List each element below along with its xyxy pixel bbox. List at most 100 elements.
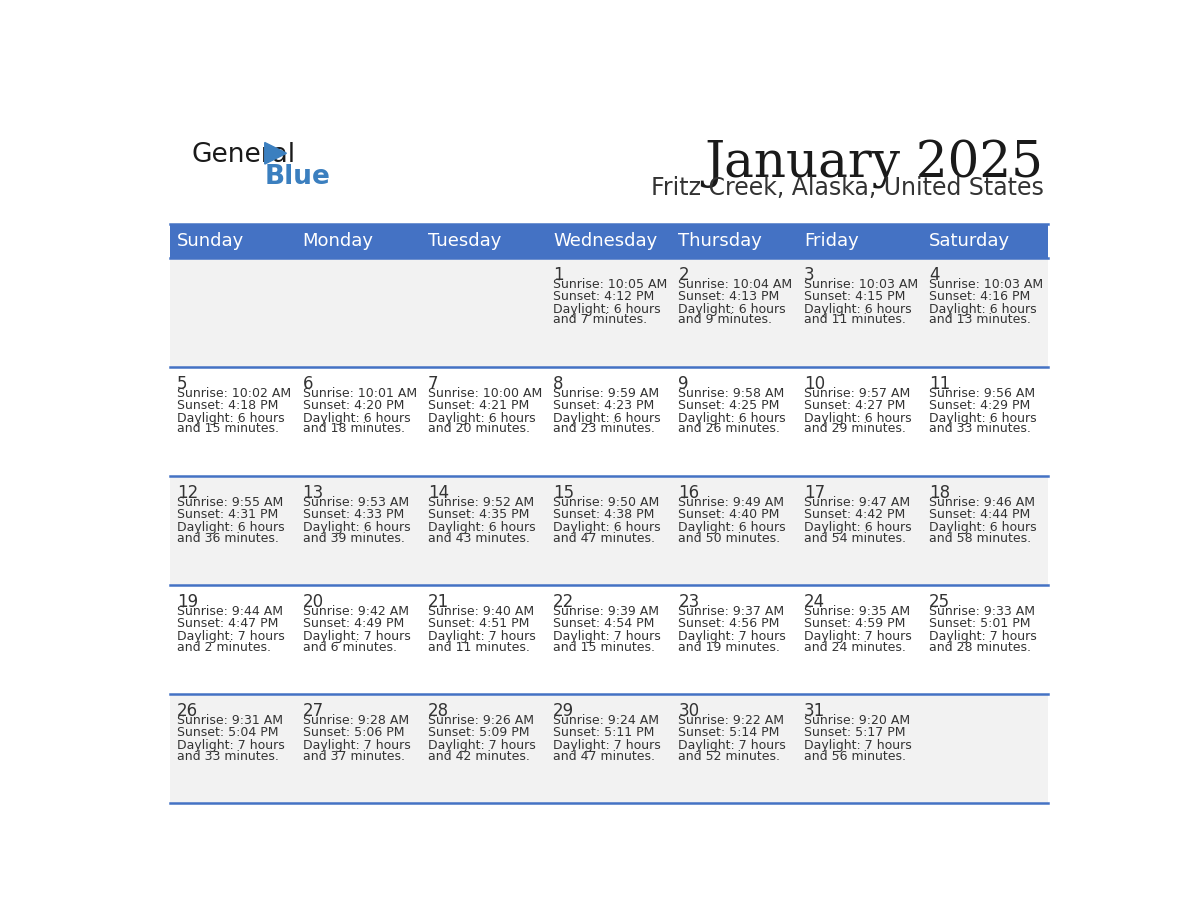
Bar [170,694,1048,803]
Text: and 24 minutes.: and 24 minutes. [804,641,905,654]
Text: Daylight: 6 hours: Daylight: 6 hours [678,521,786,533]
Text: Sunset: 5:09 PM: Sunset: 5:09 PM [428,726,530,740]
Text: 2: 2 [678,265,689,284]
Bar [170,367,1048,476]
Text: General: General [191,142,296,169]
Text: Sunday: Sunday [177,232,245,250]
Text: Daylight: 6 hours: Daylight: 6 hours [303,521,410,533]
Text: Sunset: 5:11 PM: Sunset: 5:11 PM [554,726,655,740]
Text: Daylight: 6 hours: Daylight: 6 hours [554,411,661,425]
Text: Sunrise: 9:33 AM: Sunrise: 9:33 AM [929,605,1035,618]
Text: 19: 19 [177,593,198,610]
Text: Sunset: 4:12 PM: Sunset: 4:12 PM [554,290,655,303]
Text: Sunrise: 9:59 AM: Sunrise: 9:59 AM [554,387,659,400]
Text: Sunset: 4:42 PM: Sunset: 4:42 PM [804,509,905,521]
Text: Daylight: 7 hours: Daylight: 7 hours [554,739,661,752]
Text: Sunset: 5:17 PM: Sunset: 5:17 PM [804,726,905,740]
Text: Daylight: 6 hours: Daylight: 6 hours [678,411,786,425]
Text: 25: 25 [929,593,950,610]
Text: Tuesday: Tuesday [428,232,501,250]
Text: Daylight: 7 hours: Daylight: 7 hours [428,630,536,643]
Text: 17: 17 [804,484,824,502]
Text: Sunrise: 9:37 AM: Sunrise: 9:37 AM [678,605,784,618]
Text: Sunset: 5:06 PM: Sunset: 5:06 PM [303,726,404,740]
Text: Fritz Creek, Alaska, United States: Fritz Creek, Alaska, United States [651,175,1043,199]
Text: Wednesday: Wednesday [554,232,657,250]
Text: Sunset: 4:18 PM: Sunset: 4:18 PM [177,399,278,412]
Text: and 58 minutes.: and 58 minutes. [929,532,1031,544]
Text: Sunrise: 9:44 AM: Sunrise: 9:44 AM [177,605,283,618]
Text: 8: 8 [554,375,563,393]
Text: and 52 minutes.: and 52 minutes. [678,750,781,763]
Text: 20: 20 [303,593,323,610]
Text: and 9 minutes.: and 9 minutes. [678,313,772,327]
Text: Sunrise: 9:53 AM: Sunrise: 9:53 AM [303,496,409,509]
Text: Daylight: 6 hours: Daylight: 6 hours [428,411,536,425]
Text: 18: 18 [929,484,950,502]
Text: and 33 minutes.: and 33 minutes. [177,750,279,763]
Text: Sunrise: 9:26 AM: Sunrise: 9:26 AM [428,714,533,727]
Text: Monday: Monday [303,232,373,250]
Text: and 47 minutes.: and 47 minutes. [554,750,655,763]
Text: Sunrise: 10:00 AM: Sunrise: 10:00 AM [428,387,542,400]
Text: Sunrise: 10:03 AM: Sunrise: 10:03 AM [804,278,918,291]
Text: and 50 minutes.: and 50 minutes. [678,532,781,544]
Text: Daylight: 7 hours: Daylight: 7 hours [177,630,285,643]
Text: Sunset: 4:49 PM: Sunset: 4:49 PM [303,618,404,631]
Text: Sunset: 4:35 PM: Sunset: 4:35 PM [428,509,529,521]
Text: Daylight: 6 hours: Daylight: 6 hours [428,521,536,533]
Text: Daylight: 7 hours: Daylight: 7 hours [678,630,786,643]
Text: Daylight: 6 hours: Daylight: 6 hours [554,303,661,316]
Text: 31: 31 [804,702,826,720]
Text: Sunrise: 9:47 AM: Sunrise: 9:47 AM [804,496,910,509]
Text: Sunrise: 9:50 AM: Sunrise: 9:50 AM [554,496,659,509]
Text: Sunrise: 9:39 AM: Sunrise: 9:39 AM [554,605,659,618]
Text: Sunrise: 9:56 AM: Sunrise: 9:56 AM [929,387,1035,400]
Text: Daylight: 7 hours: Daylight: 7 hours [929,630,1037,643]
Text: Sunset: 4:47 PM: Sunset: 4:47 PM [177,618,278,631]
Text: Daylight: 6 hours: Daylight: 6 hours [678,303,786,316]
Text: and 19 minutes.: and 19 minutes. [678,641,781,654]
Bar [170,476,1048,585]
Text: 21: 21 [428,593,449,610]
Text: Sunrise: 9:20 AM: Sunrise: 9:20 AM [804,714,910,727]
Text: 7: 7 [428,375,438,393]
Text: and 20 minutes.: and 20 minutes. [428,422,530,435]
Text: and 37 minutes.: and 37 minutes. [303,750,404,763]
Text: Sunset: 4:40 PM: Sunset: 4:40 PM [678,509,779,521]
Text: Sunset: 4:23 PM: Sunset: 4:23 PM [554,399,655,412]
Text: 16: 16 [678,484,700,502]
Text: and 26 minutes.: and 26 minutes. [678,422,781,435]
Text: Blue: Blue [265,164,330,190]
Text: 30: 30 [678,702,700,720]
Text: and 15 minutes.: and 15 minutes. [177,422,279,435]
Text: Thursday: Thursday [678,232,763,250]
Text: 1: 1 [554,265,564,284]
Text: Daylight: 6 hours: Daylight: 6 hours [554,521,661,533]
Text: Daylight: 7 hours: Daylight: 7 hours [804,739,911,752]
Text: and 28 minutes.: and 28 minutes. [929,641,1031,654]
Text: and 18 minutes.: and 18 minutes. [303,422,404,435]
Text: Daylight: 7 hours: Daylight: 7 hours [428,739,536,752]
Text: Sunrise: 9:31 AM: Sunrise: 9:31 AM [177,714,283,727]
Text: Sunset: 4:15 PM: Sunset: 4:15 PM [804,290,905,303]
Text: Sunset: 4:51 PM: Sunset: 4:51 PM [428,618,529,631]
Bar [170,258,1048,367]
Text: 4: 4 [929,265,940,284]
Text: Sunrise: 9:58 AM: Sunrise: 9:58 AM [678,387,785,400]
Text: Sunrise: 9:46 AM: Sunrise: 9:46 AM [929,496,1035,509]
Text: Sunset: 4:44 PM: Sunset: 4:44 PM [929,509,1030,521]
Text: Sunset: 5:04 PM: Sunset: 5:04 PM [177,726,279,740]
Text: Sunrise: 9:40 AM: Sunrise: 9:40 AM [428,605,533,618]
Text: and 6 minutes.: and 6 minutes. [303,641,397,654]
Text: Daylight: 6 hours: Daylight: 6 hours [929,411,1037,425]
Text: Daylight: 6 hours: Daylight: 6 hours [804,521,911,533]
Text: and 23 minutes.: and 23 minutes. [554,422,655,435]
Text: Sunrise: 9:22 AM: Sunrise: 9:22 AM [678,714,784,727]
Text: 3: 3 [804,265,815,284]
Text: 12: 12 [177,484,198,502]
Text: Sunset: 4:56 PM: Sunset: 4:56 PM [678,618,779,631]
Text: Daylight: 6 hours: Daylight: 6 hours [177,521,285,533]
Text: 14: 14 [428,484,449,502]
Text: 9: 9 [678,375,689,393]
